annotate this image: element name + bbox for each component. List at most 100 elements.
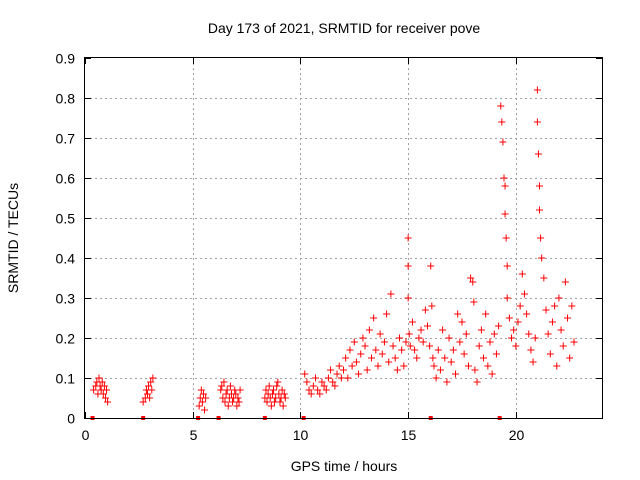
data-point	[529, 358, 537, 366]
y-tick-label: 0	[67, 411, 75, 427]
data-point	[502, 234, 510, 242]
data-point	[518, 270, 526, 278]
data-point	[570, 338, 578, 346]
data-point	[309, 382, 317, 390]
data-point	[383, 310, 391, 318]
data-point	[454, 310, 462, 318]
x-tick-label: 0	[82, 427, 90, 443]
axis-ticks	[85, 58, 602, 419]
data-point	[398, 346, 406, 354]
data-point	[492, 350, 500, 358]
data-point	[335, 362, 343, 370]
data-point	[534, 150, 542, 158]
data-point	[224, 402, 232, 410]
data-point	[557, 326, 565, 334]
data-point	[473, 378, 481, 386]
data-point	[531, 334, 539, 342]
data-point	[458, 318, 466, 326]
data-point	[520, 290, 528, 298]
data-point	[279, 402, 287, 410]
data-point	[333, 370, 341, 378]
data-point	[449, 346, 457, 354]
x-tick-label: 5	[190, 427, 198, 443]
data-point	[559, 342, 567, 350]
data-point	[380, 338, 388, 346]
y-tick-label: 0.9	[56, 51, 76, 67]
data-point	[350, 338, 358, 346]
data-point	[497, 102, 505, 110]
data-point	[280, 390, 288, 398]
data-point	[307, 390, 315, 398]
data-point	[475, 342, 483, 350]
data-point	[385, 358, 393, 366]
data-point	[432, 374, 440, 382]
data-point	[372, 346, 380, 354]
data-point	[90, 386, 98, 394]
data-point	[427, 262, 435, 270]
data-point	[417, 326, 425, 334]
data-point	[482, 310, 490, 318]
data-point	[544, 330, 552, 338]
data-point	[404, 262, 412, 270]
data-point	[276, 398, 284, 406]
data-point	[197, 386, 205, 394]
data-point	[538, 254, 546, 262]
data-point	[327, 366, 335, 374]
data-point	[404, 234, 412, 242]
data-point	[217, 386, 225, 394]
data-point	[348, 362, 356, 370]
y-tick-label: 0.2	[56, 331, 76, 347]
data-point	[322, 386, 330, 394]
data-point	[265, 382, 273, 390]
y-tick-label: 0.1	[56, 371, 76, 387]
data-point	[490, 330, 498, 338]
data-point	[430, 362, 438, 370]
data-point	[542, 306, 550, 314]
data-point	[311, 374, 319, 382]
data-point	[314, 386, 322, 394]
data-point	[100, 382, 108, 390]
data-point	[439, 326, 447, 334]
data-point	[318, 378, 326, 386]
data-point	[95, 374, 103, 382]
data-point	[503, 262, 511, 270]
data-point	[419, 338, 427, 346]
data-point	[374, 362, 382, 370]
data-point	[101, 394, 109, 402]
data-point	[536, 206, 544, 214]
data-point	[324, 374, 332, 382]
data-point	[555, 294, 563, 302]
data-point	[149, 374, 157, 382]
grid-lines	[85, 58, 602, 418]
data-point	[551, 302, 559, 310]
data-point	[441, 354, 449, 362]
data-point	[424, 322, 432, 330]
data-point	[564, 314, 572, 322]
data-point	[361, 342, 369, 350]
data-point	[305, 386, 313, 394]
data-point	[221, 398, 229, 406]
data-point	[415, 334, 423, 342]
x-tick-label: 15	[401, 427, 417, 443]
data-point	[352, 358, 360, 366]
data-point	[467, 274, 475, 282]
data-point	[219, 394, 227, 402]
data-point	[408, 318, 416, 326]
data-point	[396, 334, 404, 342]
data-point	[471, 366, 479, 374]
data-point	[428, 302, 436, 310]
data-point	[523, 310, 531, 318]
data-point	[447, 358, 455, 366]
data-point	[273, 382, 281, 390]
data-point	[452, 370, 460, 378]
data-point	[537, 234, 545, 242]
tick-labels: 0 5 10 15 20 0 0.1 0.2 0.3 0.4 0.5 0.6 0.7 0.8 0.9	[56, 51, 525, 444]
data-point	[505, 314, 513, 322]
y-tick-label: 0.5	[56, 211, 76, 227]
data-point	[316, 390, 324, 398]
data-point	[540, 274, 548, 282]
data-point	[303, 378, 311, 386]
data-point	[104, 398, 112, 406]
data-point	[477, 326, 485, 334]
data-point	[199, 390, 207, 398]
